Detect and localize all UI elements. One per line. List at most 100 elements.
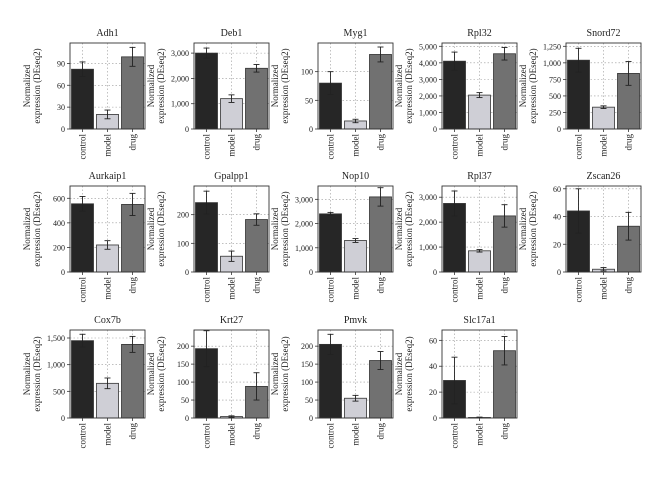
y-axis-label-line-1: Normalized <box>146 207 156 250</box>
error-bar-drug <box>129 192 136 216</box>
error-bar-control <box>327 71 334 96</box>
error-bar-control <box>327 333 334 355</box>
x-tick-label-drug: drug <box>252 134 262 151</box>
y-axis-label-line-2: expression (DEseq2) <box>156 48 166 123</box>
error-bar-model <box>228 250 235 262</box>
panel-nop10: Nop10 Normalizedexpression (DEseq2) 0 1,000… <box>270 171 394 303</box>
y-tick-label: 600 <box>53 194 65 203</box>
x-tick-label-drug: drug <box>500 134 510 151</box>
y-tick-label: 2,000 <box>419 92 437 101</box>
bar-control <box>319 343 342 419</box>
error-bar-drug <box>501 204 508 228</box>
y-tick-label: 0 <box>61 268 65 277</box>
y-tick-label: 1,000 <box>543 59 561 68</box>
y-tick-label: 0 <box>557 125 561 134</box>
error-bar-drug <box>377 187 384 207</box>
bar-drug <box>121 56 144 130</box>
x-tick-label-model: model <box>351 277 361 300</box>
y-axis-label: Normalizedexpression (DEseq2) <box>394 336 414 411</box>
y-tick-label: 0 <box>557 268 561 277</box>
y-tick-label: 100 <box>177 378 189 387</box>
x-tick-label-control: control <box>450 134 460 160</box>
y-axis-label-line-1: Normalized <box>146 64 156 107</box>
panel-zscan26: Zscan26 Normalizedexpression (DEseq2) 0 20 4… <box>518 171 642 303</box>
x-tick-label-control: control <box>202 277 212 303</box>
y-axis-label-line-2: expression (DEseq2) <box>280 191 290 266</box>
panel-aurkaip1: Aurkaip1 Normalizedexpression (DEseq2) 0 20… <box>22 171 146 303</box>
y-axis-label-line-1: Normalized <box>22 352 32 395</box>
error-bar-drug <box>625 61 632 86</box>
panel-pmvk: Pmvk Normalizedexpression (DEseq2) 0 50 100 1… <box>270 315 394 449</box>
x-tick-label-control: control <box>450 277 460 303</box>
error-bar-control <box>451 51 458 71</box>
error-bar-control <box>451 356 458 405</box>
y-tick-label: 60 <box>57 81 65 90</box>
panel-rpl37: Rpl37 Normalizedexpression (DEseq2) 0 1,000… <box>394 171 518 303</box>
x-tick-label-control: control <box>78 134 88 160</box>
y-tick-label: 0 <box>309 125 313 134</box>
bar-control <box>71 68 94 130</box>
error-bar-drug <box>625 211 632 241</box>
y-tick-label: 5,000 <box>419 42 437 51</box>
y-tick-label: 100 <box>301 68 313 77</box>
panel-gpalpp1: Gpalpp1 Normalizedexpression (DEseq2) 0 100… <box>146 171 270 303</box>
bar-control <box>443 60 466 130</box>
y-tick-label: 100 <box>301 378 313 387</box>
y-axis-label-line-2: expression (DEseq2) <box>280 48 290 123</box>
y-tick-label: 0 <box>309 268 313 277</box>
error-bar-drug <box>253 64 260 73</box>
error-bar-drug <box>501 336 508 366</box>
error-bar-model <box>228 415 235 418</box>
y-axis-label-line-1: Normalized <box>270 64 280 107</box>
y-axis-label-line-2: expression (DEseq2) <box>404 48 414 123</box>
error-bar-model <box>352 394 359 402</box>
x-tick-label-model: model <box>599 277 609 300</box>
y-tick-label: 3,000 <box>171 49 189 58</box>
y-tick-label: 150 <box>301 360 313 369</box>
y-tick-label: 1,500 <box>47 334 65 343</box>
x-tick-label-model: model <box>227 423 237 446</box>
panel-title: Nop10 <box>342 171 369 182</box>
y-axis-label-line-2: expression (DEseq2) <box>32 48 42 123</box>
y-tick-label: 2,000 <box>419 218 437 227</box>
error-bar-model <box>600 105 607 109</box>
error-bar-drug <box>501 47 508 61</box>
bar-model <box>468 250 491 273</box>
y-tick-label: 50 <box>181 396 189 405</box>
error-bar-drug <box>253 213 260 226</box>
x-tick-label-drug: drug <box>128 423 138 440</box>
y-axis-label-line-2: expression (DEseq2) <box>528 48 538 123</box>
y-axis-label-line-2: expression (DEseq2) <box>32 336 42 411</box>
y-tick-label: 1,000 <box>47 361 65 370</box>
y-axis-label: Normalizedexpression (DEseq2) <box>270 336 290 411</box>
panel-deb1: Deb1 Normalizedexpression (DEseq2) 0 1,000 2… <box>146 28 270 160</box>
panel-rpl32: Rpl32 Normalizedexpression (DEseq2) 0 1,000… <box>394 28 518 160</box>
panel-title: Deb1 <box>221 28 243 39</box>
y-tick-label: 200 <box>53 243 65 252</box>
y-axis-label: Normalizedexpression (DEseq2) <box>270 48 290 123</box>
error-bar-model <box>228 94 235 103</box>
y-axis-label: Normalizedexpression (DEseq2) <box>394 48 414 123</box>
y-tick-label: 0 <box>185 414 189 423</box>
bar-control <box>319 213 342 273</box>
y-axis-label: Normalizedexpression (DEseq2) <box>22 336 42 411</box>
y-tick-label: 0 <box>433 268 437 277</box>
x-tick-label-model: model <box>475 423 485 446</box>
error-bar-model <box>352 118 359 124</box>
x-tick-label-model: model <box>475 134 485 157</box>
y-axis-label: Normalizedexpression (DEseq2) <box>146 336 166 411</box>
x-tick-label-drug: drug <box>128 134 138 151</box>
y-tick-label: 90 <box>57 59 65 68</box>
x-tick-label-model: model <box>351 423 361 446</box>
error-bar-control <box>79 333 86 348</box>
y-tick-label: 0 <box>185 268 189 277</box>
panel-title: Myg1 <box>344 28 368 39</box>
y-tick-label: 200 <box>301 342 313 351</box>
panel-title: Krt27 <box>220 315 243 326</box>
y-axis-label-line-1: Normalized <box>394 207 404 250</box>
x-tick-label-model: model <box>599 134 609 157</box>
bar-model <box>468 94 491 130</box>
error-bar-model <box>104 377 111 390</box>
x-tick-label-drug: drug <box>624 277 634 294</box>
x-tick-label-model: model <box>351 134 361 157</box>
